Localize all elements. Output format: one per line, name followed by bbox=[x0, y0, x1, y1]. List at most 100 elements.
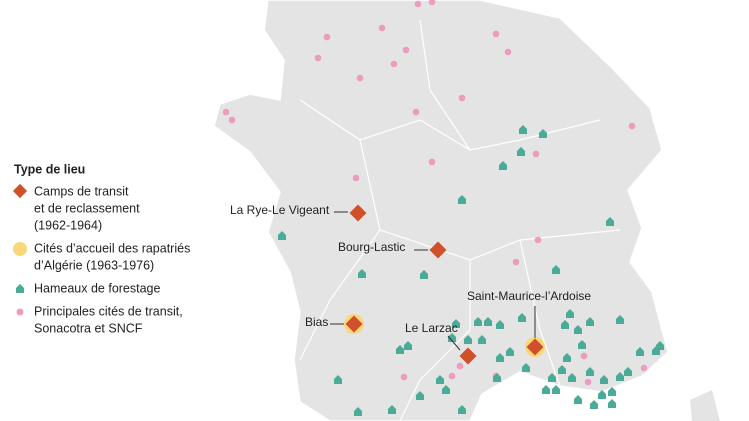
legend-house bbox=[16, 284, 24, 293]
pink-dot bbox=[584, 378, 592, 386]
house bbox=[590, 400, 598, 409]
place-label: Bias bbox=[305, 315, 328, 329]
house bbox=[574, 395, 582, 404]
house bbox=[416, 391, 424, 400]
house bbox=[568, 373, 576, 382]
house bbox=[436, 375, 444, 384]
pink-dot bbox=[532, 150, 540, 158]
house bbox=[542, 385, 550, 394]
house bbox=[484, 317, 492, 326]
camp-diamond bbox=[526, 338, 544, 356]
house bbox=[518, 313, 526, 322]
house bbox=[586, 367, 594, 376]
pink-dot bbox=[428, 158, 436, 166]
camp-diamond bbox=[429, 241, 447, 259]
house bbox=[278, 231, 286, 240]
house bbox=[598, 390, 606, 399]
place-label: Le Larzac bbox=[405, 321, 458, 335]
house bbox=[656, 341, 664, 350]
legend-label: (1962-1964) bbox=[34, 218, 102, 232]
house bbox=[474, 317, 482, 326]
house bbox=[448, 333, 456, 342]
house bbox=[624, 367, 632, 376]
place-label: La Rye-Le Vigeant bbox=[230, 203, 330, 217]
house bbox=[574, 325, 582, 334]
pink-dot bbox=[448, 372, 456, 380]
camp-diamond bbox=[345, 315, 363, 333]
house bbox=[558, 365, 566, 374]
leader bbox=[447, 335, 461, 351]
house bbox=[493, 373, 501, 382]
house bbox=[608, 387, 616, 396]
legend-title: Type de lieu bbox=[14, 162, 85, 176]
pink-dot bbox=[580, 352, 588, 360]
house bbox=[396, 345, 404, 354]
house bbox=[548, 373, 556, 382]
pink-dot bbox=[456, 362, 464, 370]
pink-dot bbox=[352, 174, 360, 182]
pink-dot bbox=[356, 74, 364, 82]
legend: Type de lieu Camps de transit et de recl… bbox=[12, 162, 190, 335]
place-label: Saint-Maurice-l’Ardoise bbox=[467, 289, 591, 303]
house bbox=[561, 320, 569, 329]
house bbox=[442, 385, 450, 394]
camp-diamond bbox=[349, 204, 367, 222]
markers bbox=[222, 0, 664, 416]
house bbox=[517, 147, 525, 156]
house bbox=[539, 129, 547, 138]
pink-dot bbox=[428, 0, 436, 6]
pink-dot bbox=[640, 364, 648, 372]
pink-dot bbox=[314, 54, 322, 62]
house bbox=[334, 375, 342, 384]
pink-dot bbox=[628, 122, 636, 130]
house bbox=[354, 407, 362, 416]
house bbox=[420, 270, 428, 279]
pink-dot bbox=[390, 60, 398, 68]
house bbox=[616, 315, 624, 324]
legend-label: et de reclassement bbox=[34, 201, 140, 215]
pink-dot bbox=[512, 258, 520, 266]
house bbox=[636, 347, 644, 356]
house bbox=[452, 319, 460, 328]
place-labels: La Rye-Le Vigeant Bourg-Lastic Bias Le L… bbox=[230, 203, 591, 351]
house bbox=[496, 353, 504, 362]
legend-label: Camps de transit bbox=[34, 184, 129, 198]
house bbox=[358, 269, 366, 278]
house bbox=[563, 353, 571, 362]
pink-dot bbox=[402, 46, 410, 54]
house bbox=[552, 265, 560, 274]
house bbox=[506, 347, 514, 356]
legend-label: Cités d’accueil des rapatriés bbox=[34, 241, 190, 255]
house bbox=[586, 317, 594, 326]
legend-label: Sonacotra et SNCF bbox=[34, 321, 143, 335]
house bbox=[496, 320, 504, 329]
pink-dot bbox=[534, 236, 542, 244]
legend-dot bbox=[16, 308, 24, 316]
house bbox=[566, 309, 574, 318]
legend-label: d’Algérie (1963-1976) bbox=[34, 258, 154, 272]
pink-dot bbox=[228, 116, 236, 124]
house bbox=[552, 385, 560, 394]
pink-dot bbox=[504, 48, 512, 56]
house bbox=[464, 335, 472, 344]
house bbox=[616, 372, 624, 381]
pink-dot bbox=[458, 94, 466, 102]
house bbox=[499, 161, 507, 170]
legend-label: Principales cités de transit, bbox=[34, 304, 183, 318]
house bbox=[606, 217, 614, 226]
house bbox=[600, 375, 608, 384]
house bbox=[404, 341, 412, 350]
house bbox=[578, 340, 586, 349]
house bbox=[388, 405, 396, 414]
land bbox=[213, 0, 720, 421]
house bbox=[519, 125, 527, 134]
pink-dot bbox=[378, 24, 386, 32]
camp-diamond bbox=[459, 347, 477, 365]
pink-dot bbox=[492, 30, 500, 38]
legend-circle bbox=[13, 242, 27, 256]
legend-diamond bbox=[12, 183, 28, 199]
pink-dot bbox=[412, 108, 420, 116]
house bbox=[478, 335, 486, 344]
legend-label: Hameaux de forestage bbox=[34, 281, 161, 295]
